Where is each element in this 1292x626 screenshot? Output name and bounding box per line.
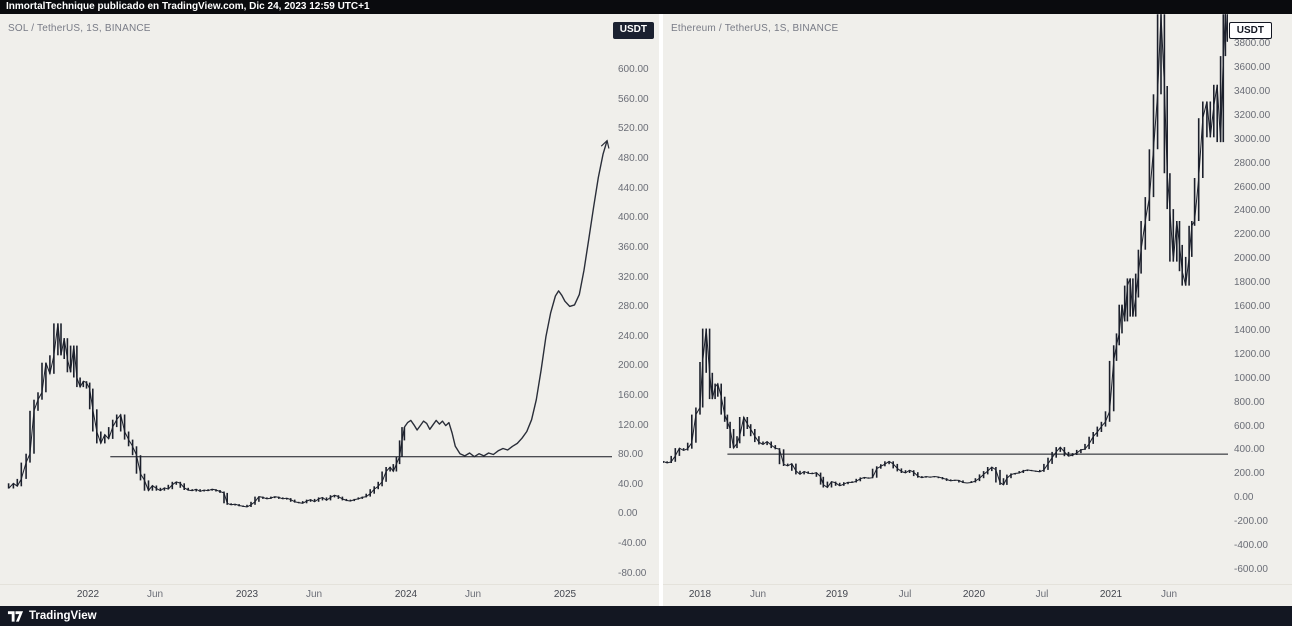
price-tick-label: -80.00 [618, 568, 647, 579]
price-tick-label: 600.00 [618, 64, 649, 75]
currency-toggle-button[interactable]: USDT [1228, 22, 1272, 39]
attribution-bar: InmortalTechnique publicado en TradingVi… [0, 0, 1292, 14]
price-tick-label: 2600.00 [1234, 182, 1271, 193]
attribution-text: InmortalTechnique publicado en TradingVi… [6, 1, 370, 12]
price-tick-label: 2400.00 [1234, 205, 1271, 216]
price-tick-label: 120.00 [618, 420, 649, 431]
time-axis[interactable]: 2018 Jun 2019 Jul 2020 Jul 2021 Jun [663, 584, 1292, 606]
chart-panel-eth: 3800.00 3600.00 3400.00 3200.00 3000.00 2800.… [663, 14, 1292, 606]
time-tick-label: 2019 [825, 589, 849, 600]
time-tick-label: 2021 [1099, 589, 1123, 600]
price-tick-label: 200.00 [618, 360, 649, 371]
price-tick-label: 1600.00 [1234, 301, 1271, 312]
price-tick-label: -400.00 [1234, 540, 1268, 551]
price-tick-label: 3800.00 [1234, 38, 1271, 49]
price-tick-label: 480.00 [618, 153, 649, 164]
price-tick-label: 3200.00 [1234, 110, 1271, 121]
price-tick-label: 0.00 [618, 508, 638, 519]
time-tick-label: Jun [1160, 589, 1178, 600]
price-tick-label: 560.00 [618, 94, 649, 105]
plot-area[interactable] [663, 14, 1228, 584]
price-tick-label: 520.00 [618, 123, 649, 134]
price-tick-label: 2800.00 [1234, 158, 1271, 169]
tradingview-brand-text: TradingView [29, 610, 97, 622]
price-tick-label: 600.00 [1234, 421, 1265, 432]
price-tick-label: -600.00 [1234, 564, 1268, 575]
price-tick-label: 400.00 [1234, 444, 1265, 455]
charts-row: 600.00 560.00 520.00 480.00 440.00 400.00 360.… [0, 14, 1292, 606]
price-tick-label: 360.00 [618, 242, 649, 253]
price-tick-label: 800.00 [1234, 397, 1265, 408]
plot-area[interactable] [0, 14, 612, 584]
price-axis[interactable]: 600.00 560.00 520.00 480.00 440.00 400.00 360.… [612, 14, 659, 584]
time-tick-label: 2023 [235, 589, 259, 600]
price-tick-label: 40.00 [618, 479, 644, 490]
price-tick-label: 280.00 [618, 301, 649, 312]
footer-bar: TradingView [0, 606, 1292, 626]
price-tick-label: 1200.00 [1234, 349, 1271, 360]
time-tick-label: 2022 [76, 589, 100, 600]
time-tick-label: 2018 [688, 589, 712, 600]
price-tick-label: 320.00 [618, 272, 649, 283]
time-tick-label: Jun [305, 589, 323, 600]
price-tick-label: 2200.00 [1234, 229, 1271, 240]
currency-toggle-button[interactable]: USDT [612, 22, 654, 39]
time-tick-label: Jun [146, 589, 164, 600]
price-tick-label: -200.00 [1234, 516, 1268, 527]
price-tick-label: 2000.00 [1234, 253, 1271, 264]
price-tick-label: 200.00 [1234, 468, 1265, 479]
price-tick-label: 3400.00 [1234, 86, 1271, 97]
time-tick-label: Jun [464, 589, 482, 600]
price-tick-label: 1800.00 [1234, 277, 1271, 288]
chart-canvas[interactable] [663, 14, 1228, 584]
symbol-title: SOL / TetherUS, 1S, BINANCE [8, 23, 151, 34]
time-axis[interactable]: 2022 Jun 2023 Jun 2024 Jun 2025 [0, 584, 659, 606]
time-tick-label: 2024 [394, 589, 418, 600]
price-tick-label: 1400.00 [1234, 325, 1271, 336]
price-tick-label: 80.00 [618, 449, 644, 460]
price-tick-label: 240.00 [618, 331, 649, 342]
price-tick-label: 440.00 [618, 183, 649, 194]
chart-canvas[interactable] [0, 14, 612, 584]
time-tick-label: Jul [1035, 589, 1049, 600]
price-tick-label: 160.00 [618, 390, 649, 401]
price-tick-label: 400.00 [618, 212, 649, 223]
price-axis[interactable]: 3800.00 3600.00 3400.00 3200.00 3000.00 2800.… [1228, 14, 1292, 584]
price-tick-label: 1000.00 [1234, 373, 1271, 384]
chart-panel-sol: 600.00 560.00 520.00 480.00 440.00 400.00 360.… [0, 14, 659, 606]
price-tick-label: 3600.00 [1234, 62, 1271, 73]
price-tick-label: 3000.00 [1234, 134, 1271, 145]
price-tick-label: 0.00 [1234, 492, 1254, 503]
symbol-title: Ethereum / TetherUS, 1S, BINANCE [671, 23, 839, 34]
time-tick-label: Jul [898, 589, 912, 600]
time-tick-label: 2025 [553, 589, 577, 600]
tradingview-logo-icon [7, 611, 24, 622]
price-tick-label: -40.00 [618, 538, 647, 549]
time-tick-label: 2020 [962, 589, 986, 600]
time-tick-label: Jun [749, 589, 767, 600]
